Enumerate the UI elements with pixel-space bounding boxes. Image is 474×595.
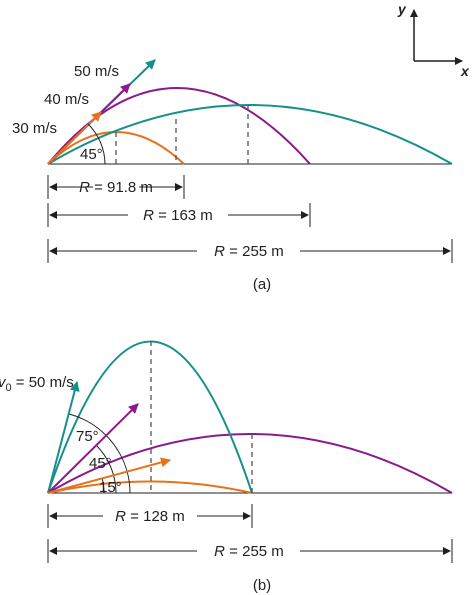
range-indicator-163: R = 163 m: [47, 203, 311, 227]
initial-speed-label: v0 = 50 m/s: [0, 374, 74, 394]
range-label-163: R = 163 m: [143, 207, 213, 224]
panel-b: v0 = 50 m/s 75° 45° 15° R = 128 m R = 25…: [0, 340, 453, 594]
axes-indicator: y x: [397, 1, 470, 79]
velocity-vector-30ms: [47, 111, 102, 165]
range-label-128: R = 128 m: [115, 508, 185, 525]
panel-caption-b: (b): [253, 577, 271, 594]
range-indicator-255-b: R = 255 m: [47, 539, 453, 563]
speed-label-30ms: 30 m/s: [12, 120, 57, 137]
panel-a: 50 m/s 40 m/s 30 m/s 45° R = 91.8 m R = …: [12, 59, 453, 293]
y-axis-label: y: [397, 1, 407, 17]
angle-arc-75: [68, 413, 131, 494]
x-axis-label: x: [460, 63, 470, 79]
velocity-vector-15deg: [47, 457, 171, 494]
angle-label-75: 75°: [76, 428, 99, 445]
trajectory-40ms: [47, 87, 311, 165]
velocity-vector-45deg: [47, 403, 139, 494]
trajectory-15deg: [47, 480, 253, 494]
angle-label-45: 45°: [89, 455, 112, 472]
angle-label-a: 45°: [80, 146, 103, 163]
range-indicator-255-a: R = 255 m: [47, 239, 453, 263]
angle-arc-45: [95, 444, 117, 494]
range-indicator-91-8: R = 91.8 m: [47, 175, 185, 199]
trajectory-45deg: [47, 433, 453, 494]
velocity-vector-75deg: [47, 381, 80, 494]
speed-label-40ms: 40 m/s: [44, 91, 89, 108]
range-label-255-a: R = 255 m: [214, 243, 284, 260]
angle-arc-a: [87, 123, 106, 165]
speed-label-50ms: 50 m/s: [74, 63, 119, 80]
trajectory-50ms: [47, 104, 453, 165]
range-indicator-128: R = 128 m: [47, 504, 253, 528]
range-label-91-8: R = 91.8 m: [79, 179, 153, 196]
range-label-255-b: R = 255 m: [214, 543, 284, 560]
panel-caption-a: (a): [253, 276, 271, 293]
angle-label-15: 15°: [99, 479, 122, 496]
